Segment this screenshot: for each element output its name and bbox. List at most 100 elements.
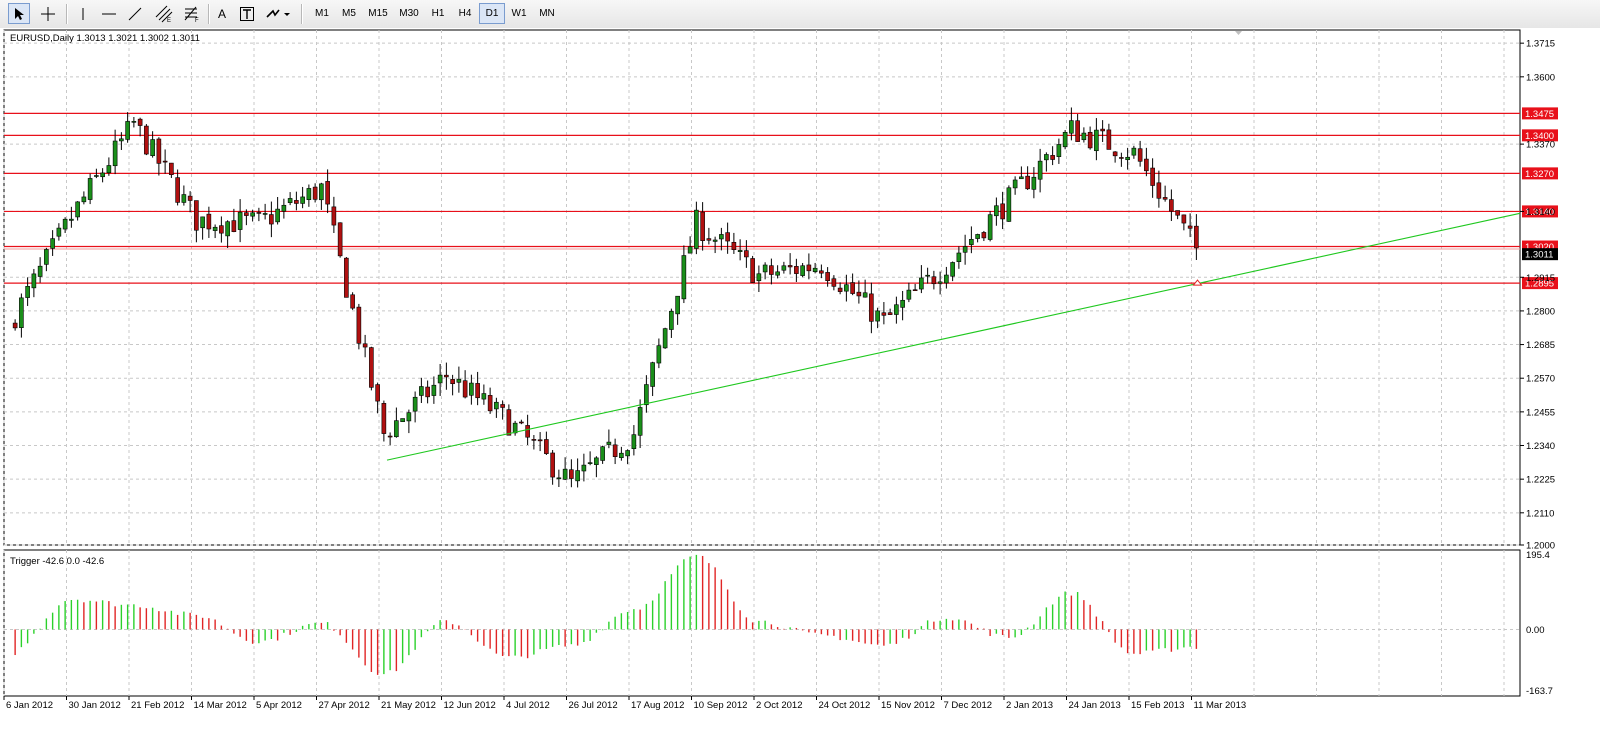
candle-bull (1037, 160, 1043, 180)
candle-bear (187, 195, 193, 201)
candle-bull (37, 265, 43, 277)
text-tool-button[interactable]: A (212, 3, 232, 24)
trendline-tool-button[interactable] (124, 3, 146, 24)
candle-bear (1106, 129, 1112, 150)
candle-bear (156, 138, 162, 164)
level-price-label: 1.3140 (1525, 207, 1554, 218)
crosshair-tool-button[interactable] (36, 3, 60, 24)
candle-bull (862, 292, 868, 298)
indicator-panel-frame (3, 549, 1521, 697)
time-axis-label: 14 Mar 2012 (194, 700, 247, 711)
candle-bear (544, 439, 549, 454)
candle-bull (1056, 144, 1062, 157)
candle-bull (112, 140, 118, 167)
level-lines[interactable]: 1.3475 1.3400 1.3270 1.3140 1.3020 1.2895 1.30… (4, 107, 1558, 290)
chart-toolbar: E F A M1 M5 M15 M30 H1 H4 D1 W1 MN (0, 0, 1600, 29)
candle-bear (806, 264, 812, 272)
main-panel-header: EURUSD,Daily 1.3013 1.3021 1.3002 1.3011 (10, 33, 200, 44)
vertical-line-tool-button[interactable] (72, 3, 94, 24)
candle-bull (631, 434, 637, 449)
candle-bull (975, 234, 980, 239)
candle-bull (94, 175, 99, 177)
indicator-axis-label: 195.4 (1526, 550, 1550, 561)
time-axis-label: 24 Jan 2013 (1069, 700, 1121, 711)
candle-bull (656, 345, 662, 364)
candle-bear (931, 276, 937, 285)
candle-bear (869, 293, 874, 322)
candle-bull (712, 239, 718, 242)
candle-bear (1087, 131, 1093, 149)
timeframe-button-m30[interactable]: M30 (399, 8, 419, 19)
chart-area[interactable]: 1.3475 1.3400 1.3270 1.3140 1.3020 1.2895 1.30… (0, 28, 1600, 729)
candle-bull (19, 297, 24, 328)
time-axis-label: 30 Jan 2012 (69, 700, 121, 711)
text-label-tool-icon (240, 6, 254, 21)
candle-bull (594, 457, 599, 465)
time-axis-label: 10 Sep 2012 (694, 700, 748, 711)
toolbar-separator (208, 4, 210, 24)
timeframe-button-h1[interactable]: H1 (431, 8, 445, 19)
candle-bull (431, 384, 437, 396)
level-price-tag (1522, 129, 1558, 142)
candle-bear (787, 265, 793, 268)
level-price-label: 1.3400 (1525, 131, 1554, 142)
level-price-label: 1.3475 (1525, 109, 1554, 120)
timeframe-button-d1[interactable]: D1 (479, 3, 505, 24)
candle-bear (175, 177, 180, 203)
candle-bull (937, 281, 943, 284)
toolbar-separator (301, 4, 303, 24)
candle-bear (162, 160, 168, 163)
candle-bull (775, 271, 780, 276)
crosshair-tool-icon (41, 6, 55, 21)
candle-bear (219, 225, 224, 234)
candle-bear (1112, 151, 1118, 157)
timeframe-button-w1[interactable]: W1 (511, 8, 527, 19)
candle-bear (912, 289, 918, 292)
candle-bear (1075, 120, 1080, 142)
timeframe-button-m15[interactable]: M15 (368, 8, 388, 19)
text-tool-icon: A (217, 6, 226, 21)
equidistant-channel-tool-button[interactable]: E (152, 3, 176, 24)
timeframe-button-m5[interactable]: M5 (342, 8, 356, 19)
chart-shift-marker-icon[interactable] (1235, 31, 1242, 35)
candle-bear (819, 270, 824, 274)
candle-bull (637, 407, 643, 436)
current-price-tag (1522, 248, 1558, 261)
candle-bear (1156, 182, 1162, 199)
equidistant-channel-tool-icon: E (155, 5, 173, 23)
time-axis-label: 24 Oct 2012 (819, 700, 871, 711)
timeframe-button-mn[interactable]: MN (539, 8, 555, 19)
timeframe-button-m1[interactable]: M1 (315, 8, 329, 19)
support-trendline[interactable] (386, 212, 1521, 461)
timeframe-button-h4[interactable]: H4 (458, 8, 472, 19)
horizontal-line-tool-button[interactable] (98, 3, 120, 24)
candle-bull (56, 227, 62, 237)
candle-bull (1019, 176, 1024, 180)
candle-bull (956, 252, 962, 262)
candle-bear (256, 212, 262, 214)
candle-bear (887, 312, 893, 315)
fibonacci-tool-button[interactable]: F (180, 3, 204, 24)
price-axis-label: 1.3715 (1526, 39, 1555, 50)
arrows-tool-button[interactable] (262, 3, 294, 24)
text-label-tool-button[interactable] (236, 3, 258, 24)
chart-canvas[interactable]: 1.3475 1.3400 1.3270 1.3140 1.3020 1.2895 1.30… (0, 28, 1600, 729)
candle-bull (125, 121, 130, 140)
cursor-tool-button[interactable] (8, 3, 30, 24)
price-axis-label: 1.2340 (1526, 441, 1555, 452)
candle-bull (1062, 131, 1068, 148)
time-axis-label: 17 Aug 2012 (631, 700, 684, 711)
candle-bull (456, 378, 462, 383)
candle-bear (206, 213, 212, 230)
svg-text:E: E (167, 18, 171, 23)
candle-bull (262, 213, 268, 215)
candle-bull (306, 188, 312, 200)
candle-bull (106, 165, 112, 174)
main-panel-frame (3, 29, 1521, 546)
candle-bull (1006, 187, 1012, 222)
candle-bull (875, 310, 880, 322)
trendline[interactable] (386, 212, 1521, 461)
candle-bull (906, 289, 912, 300)
level-price-tag (1522, 277, 1558, 290)
candle-bear (981, 232, 987, 239)
